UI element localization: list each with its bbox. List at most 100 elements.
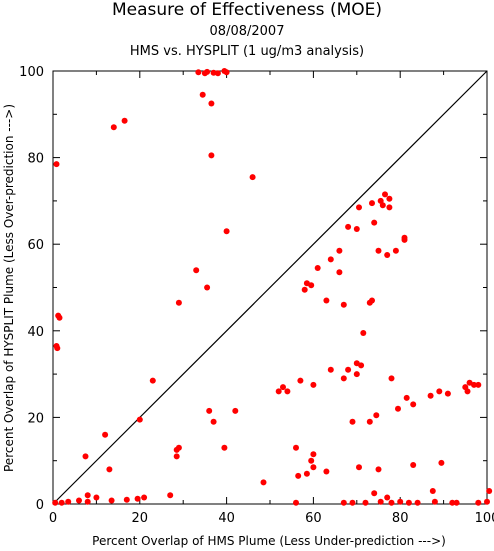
data-point: [436, 388, 443, 395]
data-point: [386, 204, 393, 211]
x-tick-label: 20: [132, 511, 149, 526]
points-layer: [52, 68, 493, 506]
data-point: [314, 265, 321, 271]
data-point: [362, 499, 369, 506]
data-point: [475, 499, 482, 506]
data-point: [223, 228, 230, 235]
data-point: [260, 479, 267, 486]
data-point: [297, 377, 304, 384]
data-point: [327, 256, 334, 263]
data-point: [375, 466, 382, 473]
data-point: [323, 468, 330, 475]
data-point: [308, 457, 315, 464]
data-point: [475, 381, 482, 388]
data-point: [427, 392, 434, 399]
data-point: [310, 451, 317, 458]
data-point: [249, 174, 256, 181]
data-point: [293, 444, 299, 451]
data-point: [310, 464, 317, 471]
data-point: [444, 390, 451, 397]
y-tick-label: 40: [27, 325, 44, 340]
data-point: [232, 407, 239, 414]
data-point: [453, 499, 460, 506]
data-point: [102, 431, 109, 438]
data-point: [345, 366, 352, 373]
data-point: [366, 418, 373, 425]
data-point: [301, 286, 308, 293]
data-point: [208, 100, 215, 107]
data-point: [392, 247, 399, 254]
data-point: [199, 91, 206, 98]
data-point: [106, 466, 113, 473]
data-point: [386, 195, 393, 202]
data-point: [280, 384, 286, 391]
data-point: [84, 498, 91, 505]
data-point: [108, 497, 115, 504]
x-tick-label: 100: [475, 511, 494, 526]
data-point: [52, 499, 59, 506]
data-point: [275, 388, 282, 395]
data-point: [336, 247, 343, 254]
x-tick-label: 60: [305, 511, 322, 526]
data-point: [369, 297, 375, 304]
data-point: [204, 284, 211, 291]
data-point: [373, 412, 380, 419]
data-point: [53, 161, 60, 168]
data-point: [327, 366, 334, 373]
data-point: [110, 124, 117, 131]
data-point: [293, 499, 299, 506]
data-point: [223, 69, 230, 76]
data-point: [193, 267, 200, 274]
data-point: [360, 330, 367, 336]
data-point: [353, 226, 360, 232]
data-point: [377, 498, 384, 505]
x-axis-label: Percent Overlap of HMS Plume (Less Under…: [92, 534, 446, 548]
data-point: [76, 497, 82, 504]
data-point: [206, 407, 213, 414]
data-point: [384, 494, 391, 501]
data-point: [204, 68, 211, 75]
data-point: [410, 462, 417, 468]
data-point: [356, 464, 362, 471]
data-point: [340, 499, 347, 506]
y-tick-label: 20: [27, 411, 44, 426]
data-point: [484, 498, 490, 505]
data-point: [384, 252, 391, 258]
data-point: [310, 381, 317, 388]
data-point: [410, 401, 417, 408]
data-point: [449, 499, 456, 506]
data-point: [349, 418, 356, 425]
data-point: [303, 470, 310, 477]
chart-date: 08/08/2007: [209, 24, 285, 39]
data-point: [323, 297, 330, 304]
data-point: [486, 488, 493, 494]
data-point: [397, 498, 404, 505]
data-point: [349, 499, 356, 506]
data-point: [464, 388, 471, 395]
data-point: [58, 499, 65, 506]
x-tick-label: 80: [392, 511, 409, 526]
data-point: [388, 375, 395, 382]
diagonal-line: [52, 70, 488, 505]
y-tick-label: 80: [27, 152, 44, 167]
data-point: [208, 152, 215, 159]
data-point: [429, 488, 436, 494]
data-point: [388, 499, 395, 506]
data-point: [369, 200, 375, 207]
axes-layer: 0 20 40 60 80 100 0 20 40 60 80 100: [19, 65, 494, 526]
data-point: [340, 375, 347, 382]
chart-subtitle: HMS vs. HYSPLIT (1 ug/m3 analysis): [129, 44, 365, 59]
chart-title: Measure of Effectiveness (MOE): [111, 0, 383, 20]
data-point: [405, 499, 412, 506]
data-point: [403, 394, 410, 401]
data-point: [214, 70, 221, 77]
y-axis-label: Percent Overlap of HYSPLIT Plume (Less O…: [2, 104, 16, 472]
data-point: [375, 247, 382, 254]
data-point: [121, 117, 128, 124]
data-point: [141, 494, 148, 501]
data-point: [82, 453, 89, 460]
data-point: [134, 495, 141, 502]
data-point: [345, 223, 352, 230]
data-point: [93, 494, 100, 501]
